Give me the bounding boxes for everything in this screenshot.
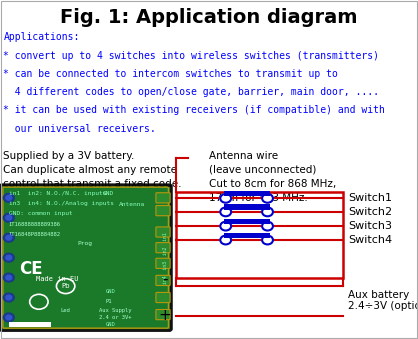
Text: in4  in3  in2  in1: in4 in3 in2 in1 — [163, 232, 168, 283]
Text: +: + — [159, 308, 171, 323]
Circle shape — [3, 273, 14, 282]
Circle shape — [3, 194, 14, 202]
Text: Supplied by a 3V battery.
Can duplicate almost any remote
control that transmit : Supplied by a 3V battery. Can duplicate … — [3, 151, 182, 189]
Text: 4 different codes to open/close gate, barrier, main door, ....: 4 different codes to open/close gate, ba… — [3, 87, 380, 97]
FancyBboxPatch shape — [156, 193, 170, 203]
FancyBboxPatch shape — [9, 322, 51, 327]
Circle shape — [262, 194, 273, 203]
Text: GND: GND — [106, 289, 115, 294]
FancyBboxPatch shape — [156, 275, 170, 285]
Circle shape — [6, 275, 12, 280]
Text: Switch2: Switch2 — [348, 207, 392, 217]
Text: Led: Led — [61, 308, 70, 313]
Circle shape — [262, 236, 273, 244]
Circle shape — [262, 222, 273, 231]
Text: * it can be used with existing receivers (if compatible) and with: * it can be used with existing receivers… — [3, 105, 385, 115]
Circle shape — [3, 213, 14, 222]
FancyBboxPatch shape — [0, 185, 171, 331]
FancyBboxPatch shape — [224, 219, 270, 224]
Text: Prog: Prog — [77, 241, 92, 246]
FancyBboxPatch shape — [156, 243, 170, 253]
Text: P1: P1 — [106, 299, 112, 304]
Text: Made in EU: Made in EU — [36, 276, 78, 282]
Text: in3  in4: N.O./Analog inputs: in3 in4: N.O./Analog inputs — [9, 201, 114, 206]
Circle shape — [3, 253, 14, 262]
FancyBboxPatch shape — [224, 233, 270, 238]
FancyBboxPatch shape — [224, 191, 270, 196]
Text: Antenna wire
(leave unconnected)
Cut to 8cm for 868 MHz,
17cm for 433 MHz.: Antenna wire (leave unconnected) Cut to … — [209, 151, 336, 203]
Circle shape — [220, 207, 231, 216]
Text: Aux Supply: Aux Supply — [99, 308, 132, 313]
Circle shape — [3, 293, 14, 302]
Circle shape — [220, 222, 231, 231]
Text: Switch3: Switch3 — [348, 221, 392, 231]
Text: * convert up to 4 switches into wireless switches (transmitters): * convert up to 4 switches into wireless… — [3, 51, 380, 60]
Circle shape — [6, 295, 12, 300]
Text: GND: GND — [102, 191, 114, 196]
Circle shape — [3, 313, 14, 322]
Circle shape — [6, 235, 12, 240]
FancyBboxPatch shape — [224, 204, 270, 210]
Text: Applications:: Applications: — [3, 32, 80, 42]
Text: Aux battery
2.4÷3V (optional): Aux battery 2.4÷3V (optional) — [348, 290, 418, 312]
FancyBboxPatch shape — [156, 258, 170, 268]
Circle shape — [6, 255, 12, 260]
Text: GND: GND — [106, 322, 115, 327]
FancyBboxPatch shape — [156, 227, 170, 237]
Circle shape — [6, 215, 12, 220]
Text: in1  in2: N.O./N.C. inputs: in1 in2: N.O./N.C. inputs — [9, 191, 106, 196]
Circle shape — [220, 236, 231, 244]
Text: IT16848P88884882: IT16848P88884882 — [9, 232, 61, 237]
Circle shape — [6, 196, 12, 200]
Text: Switch1: Switch1 — [348, 193, 392, 203]
Text: Fig. 1: Application diagram: Fig. 1: Application diagram — [60, 8, 358, 27]
FancyBboxPatch shape — [156, 310, 170, 320]
Text: Switch4: Switch4 — [348, 235, 392, 245]
Circle shape — [6, 315, 12, 320]
FancyBboxPatch shape — [156, 293, 170, 303]
Text: * can be connected to intercom switches to transmit up to: * can be connected to intercom switches … — [3, 69, 338, 79]
Text: -: - — [162, 272, 168, 287]
Text: GND: common input: GND: common input — [9, 211, 73, 216]
Text: Pb: Pb — [61, 283, 70, 289]
Text: 2.4 or 3V+: 2.4 or 3V+ — [99, 315, 132, 320]
Circle shape — [220, 194, 231, 203]
Circle shape — [3, 233, 14, 242]
Text: CE: CE — [19, 260, 42, 278]
Circle shape — [262, 207, 273, 216]
Text: Antenna: Antenna — [119, 202, 145, 207]
FancyBboxPatch shape — [156, 205, 170, 216]
Text: our universal receivers.: our universal receivers. — [3, 124, 156, 134]
Text: IT16888888889386: IT16888888889386 — [9, 222, 61, 227]
